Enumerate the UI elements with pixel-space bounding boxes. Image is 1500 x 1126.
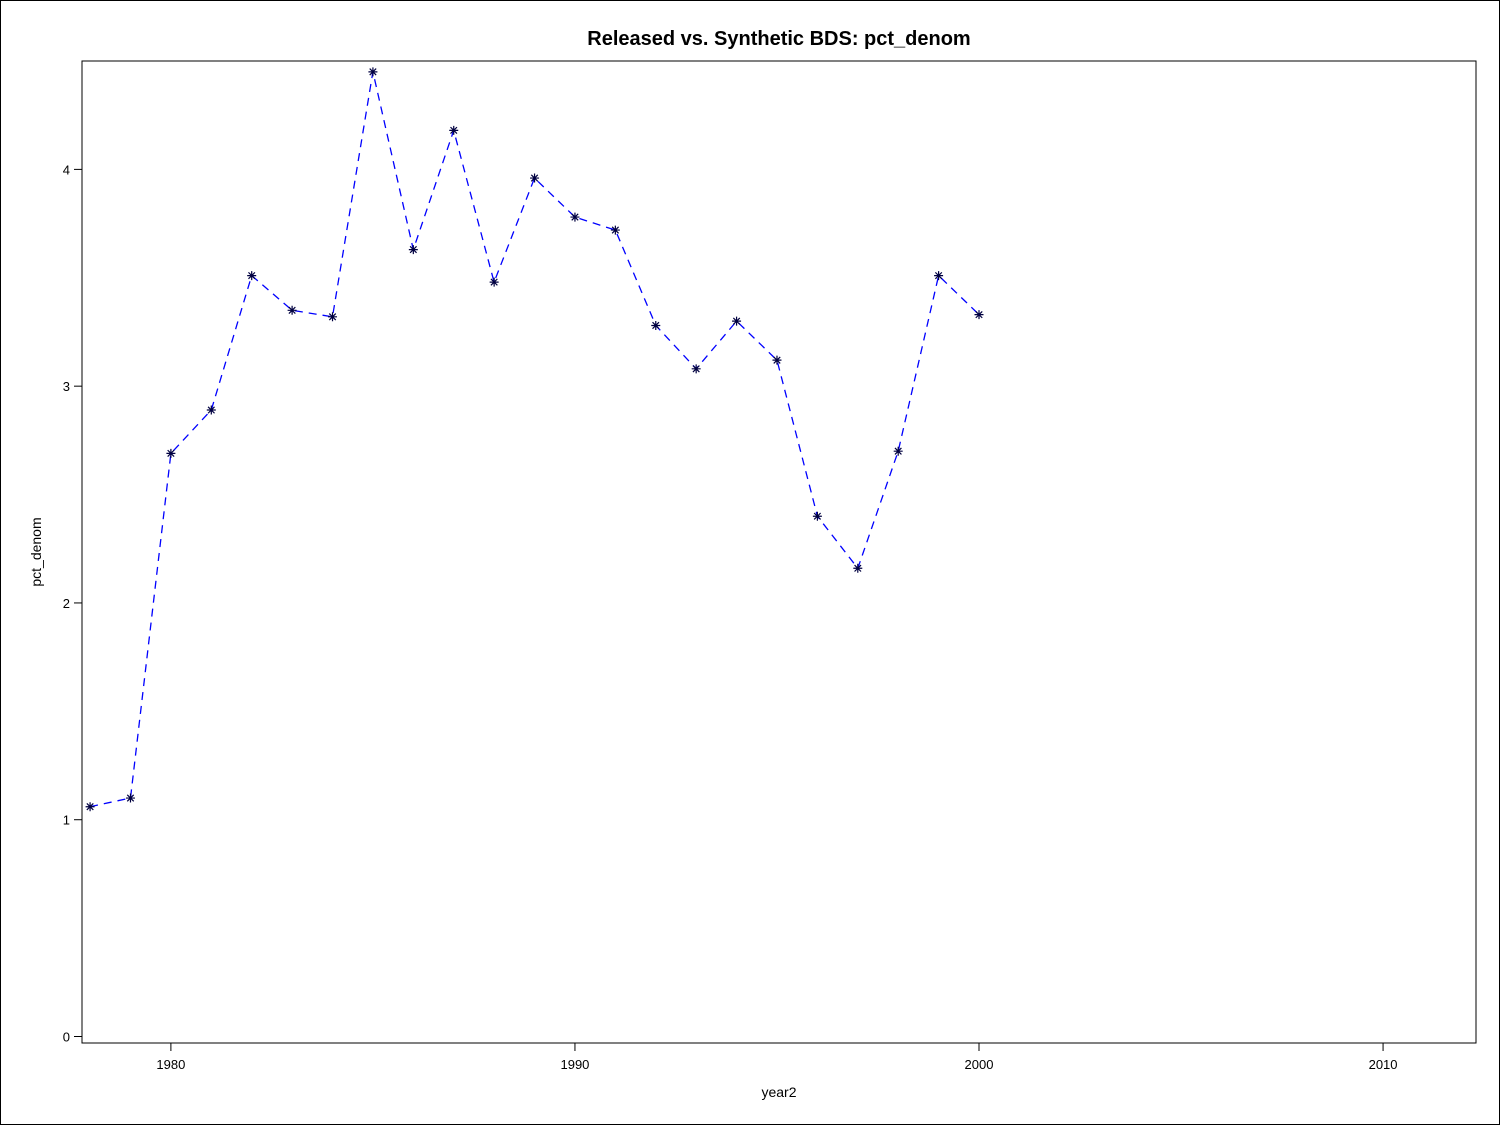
data-point-marker xyxy=(125,793,135,803)
y-axis-label: pct_denom xyxy=(28,517,44,586)
data-point-marker xyxy=(853,563,863,573)
data-point-marker xyxy=(610,225,620,235)
data-point-marker xyxy=(368,67,378,77)
x-tick-label: 2010 xyxy=(1369,1057,1398,1072)
data-point-marker xyxy=(772,355,782,365)
x-tick-label: 2000 xyxy=(965,1057,994,1072)
data-point-marker xyxy=(893,446,903,456)
y-tick-label: 4 xyxy=(63,162,70,177)
data-point-marker xyxy=(812,511,822,521)
data-point-marker xyxy=(166,448,176,458)
data-point-marker xyxy=(530,173,540,183)
data-point-marker xyxy=(651,320,661,330)
x-axis-label: year2 xyxy=(761,1084,796,1100)
data-point-marker xyxy=(489,277,499,287)
y-tick-label: 3 xyxy=(63,379,70,394)
y-tick-label: 2 xyxy=(63,596,70,611)
data-point-marker xyxy=(247,271,257,281)
y-axis: 0 1 2 3 4 xyxy=(63,162,82,1044)
x-axis: 1980 1990 2000 2010 xyxy=(156,1043,1398,1072)
data-point-marker xyxy=(85,802,95,812)
data-point-marker xyxy=(691,364,701,374)
data-point-marker xyxy=(287,305,297,315)
series-layer xyxy=(85,67,984,812)
data-point-marker xyxy=(328,312,338,322)
y-tick-label: 0 xyxy=(63,1029,70,1044)
data-point-marker xyxy=(449,125,459,135)
data-point-marker xyxy=(934,271,944,281)
data-point-marker xyxy=(206,405,216,415)
x-tick-label: 1980 xyxy=(156,1057,185,1072)
x-tick-label: 1990 xyxy=(560,1057,589,1072)
data-point-marker xyxy=(570,212,580,222)
data-point-marker xyxy=(732,316,742,326)
chart-title: Released vs. Synthetic BDS: pct_denom xyxy=(587,28,970,50)
data-point-marker xyxy=(408,245,418,255)
plot-area xyxy=(81,60,1477,1044)
y-tick-label: 1 xyxy=(63,813,70,828)
data-point-marker xyxy=(974,310,984,320)
